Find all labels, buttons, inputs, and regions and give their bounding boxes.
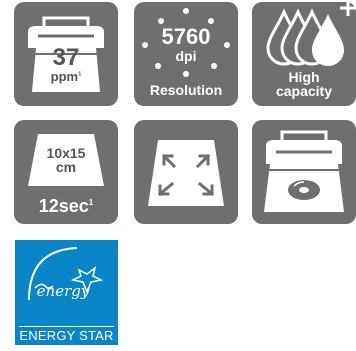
ink-capacity-tile: High capacity bbox=[252, 2, 356, 106]
ink-line-1: High bbox=[288, 69, 320, 85]
photo-paper-icon bbox=[28, 134, 104, 186]
photo-footnote: 1 bbox=[88, 198, 94, 207]
photo-speed-tile: 10x15 cm 12sec1 bbox=[14, 120, 118, 224]
resolution-value: 5760 bbox=[161, 24, 211, 49]
resolution-unit: dpi bbox=[175, 48, 197, 64]
speed-footnote: 1 bbox=[78, 71, 82, 78]
print-speed-tile: 37 ppm1 bbox=[14, 2, 118, 106]
energy-star-label: ENERGY STAR bbox=[19, 328, 114, 343]
energy-divider bbox=[19, 326, 114, 327]
photo-time: 12sec1 bbox=[14, 196, 118, 216]
photo-size-line-1: 10x15 bbox=[46, 145, 86, 161]
speed-value: 37 bbox=[52, 44, 80, 71]
speed-unit: ppm1 bbox=[14, 70, 118, 84]
borderless-tile bbox=[134, 120, 238, 224]
cd-printing-icon bbox=[264, 130, 344, 212]
resolution-tile: 5760 dpi Resolution bbox=[134, 2, 238, 106]
energy-star-logo: energy ENERGY STAR bbox=[15, 240, 118, 345]
ink-line-2: capacity bbox=[275, 83, 333, 99]
speed-unit-text: ppm bbox=[50, 69, 79, 84]
cd-print-tile bbox=[252, 120, 356, 224]
energy-script: energy bbox=[36, 282, 90, 300]
printer-icon bbox=[28, 16, 104, 92]
borderless-expand-icon bbox=[148, 140, 224, 206]
ink-drops-icon bbox=[266, 2, 356, 66]
photo-time-text: 12sec bbox=[38, 196, 89, 216]
resolution-label: Resolution bbox=[149, 82, 223, 98]
energy-star-swoosh-icon bbox=[28, 247, 104, 301]
dots-icon bbox=[142, 8, 230, 77]
photo-size-line-2: cm bbox=[55, 159, 77, 175]
